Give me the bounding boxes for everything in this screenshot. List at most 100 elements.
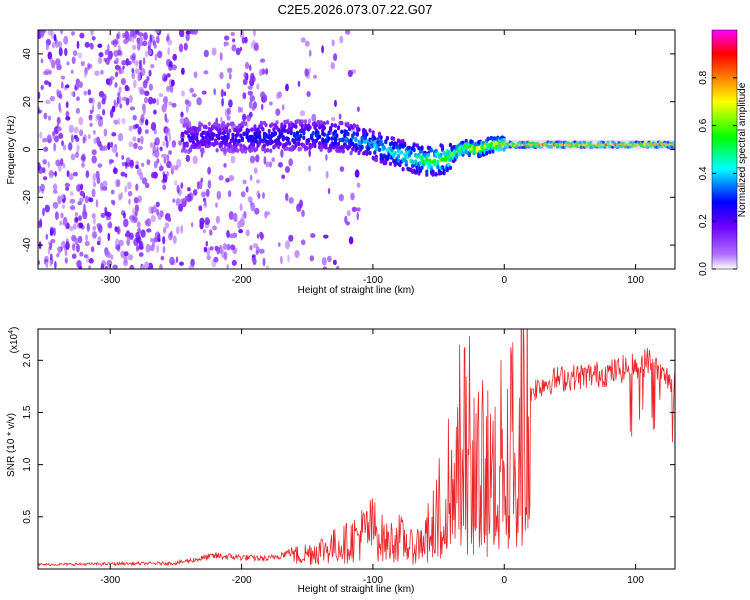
- spectrogram-noise-cell: [93, 181, 96, 188]
- spectrogram-noise-cell: [306, 91, 311, 97]
- spectrogram-noise-cell: [110, 189, 115, 195]
- spectrogram-signal-cell: [475, 146, 479, 151]
- spectrogram-noise-cell: [117, 92, 121, 97]
- spectrogram-noise-cell: [356, 211, 359, 221]
- spectrogram-noise-cell: [55, 58, 61, 66]
- spectrogram-noise-cell: [107, 142, 111, 151]
- spectrogram-noise-cell: [131, 71, 136, 80]
- spectrogram-signal-cell: [382, 146, 386, 151]
- spectrogram-noise-cell: [120, 78, 126, 85]
- spectrogram-signal-cell: [401, 167, 405, 172]
- spectrogram-noise-cell: [215, 215, 221, 224]
- spectrogram-noise-cell: [269, 161, 272, 168]
- spectrogram-noise-cell: [49, 95, 55, 102]
- spectrogram-noise-cell: [77, 235, 83, 244]
- spectrogram-noise-cell: [166, 160, 172, 169]
- spectrogram-x-tick-label: 0: [501, 275, 507, 286]
- spectrogram-noise-cell: [136, 168, 142, 176]
- spectrogram-noise-cell: [117, 133, 124, 142]
- spectrogram-noise-cell: [127, 181, 132, 190]
- spectrogram-noise-cell: [56, 253, 60, 258]
- spectrogram-noise-cell: [178, 30, 185, 37]
- spectrogram-signal-cell: [226, 132, 230, 137]
- spectrogram-noise-cell: [49, 253, 53, 261]
- spectrogram-noise-cell: [192, 189, 198, 196]
- spectrogram-noise-cell: [61, 240, 66, 249]
- spectrogram-noise-cell: [117, 49, 122, 56]
- spectrogram-noise-cell: [113, 99, 117, 106]
- spectrogram-noise-cell: [128, 33, 132, 42]
- spectrogram-noise-cell: [57, 41, 63, 49]
- spectrogram-noise-cell: [76, 260, 82, 268]
- spectrogram-noise-cell: [48, 169, 54, 179]
- snr-x-tick-label: -300: [100, 575, 120, 586]
- spectrogram-noise-cell: [106, 78, 113, 86]
- spectrogram-signal-cell: [270, 139, 274, 145]
- spectrogram-noise-cell: [158, 93, 164, 98]
- spectrogram-signal-cell: [434, 148, 438, 153]
- spectrogram-noise-cell: [168, 150, 173, 155]
- spectrogram-noise-cell: [226, 107, 231, 116]
- spectrogram-noise-cell: [166, 73, 171, 78]
- spectrogram-signal-cell: [255, 139, 259, 144]
- spectrogram-noise-cell: [128, 125, 133, 132]
- spectrogram-noise-cell: [74, 237, 79, 246]
- spectrogram-noise-cell: [239, 218, 245, 228]
- spectrogram-noise-cell: [164, 127, 171, 136]
- spectrogram-signal-cell: [182, 123, 186, 128]
- spectrogram-noise-cell: [55, 39, 59, 48]
- spectrogram-noise-cell: [101, 186, 108, 191]
- spectrogram-noise-cell: [62, 144, 67, 151]
- spectrogram-noise-cell: [135, 59, 139, 68]
- spectrogram-noise-cell: [323, 234, 329, 239]
- spectrogram-noise-cell: [138, 32, 144, 37]
- spectrogram-noise-cell: [50, 227, 55, 234]
- spectrogram-noise-cell: [146, 76, 150, 81]
- spectrogram-noise-cell: [58, 132, 64, 139]
- spectrogram-noise-cell: [43, 112, 48, 120]
- spectrogram-noise-cell: [68, 173, 74, 181]
- spectrogram-signal-cell: [671, 141, 675, 145]
- spectrogram-noise-cell: [163, 157, 167, 164]
- spectrogram-noise-cell: [260, 232, 263, 241]
- spectrogram-noise-cell: [206, 247, 211, 256]
- spectrogram-noise-cell: [96, 223, 101, 228]
- spectrogram-noise-cell: [103, 128, 108, 137]
- spectrogram-noise-cell: [137, 73, 141, 82]
- spectrogram-noise-cell: [301, 209, 305, 217]
- spectrogram-signal-cell: [404, 159, 408, 165]
- spectrogram-noise-cell: [47, 161, 50, 168]
- spectrogram-signal-cell: [329, 147, 333, 152]
- spectrogram-noise-cell: [265, 68, 269, 75]
- spectrogram-noise-cell: [135, 160, 140, 166]
- spectrogram-signal-cell: [325, 120, 330, 125]
- spectrogram-signal-cell: [215, 148, 219, 153]
- spectrogram-noise-cell: [150, 122, 157, 131]
- spectrogram-noise-cell: [91, 149, 97, 156]
- colorbar-tick-label: 0.4: [698, 166, 709, 180]
- spectrogram-noise-cell: [285, 83, 289, 92]
- spectrogram-noise-cell: [85, 170, 90, 179]
- spectrogram-noise-cell: [308, 149, 312, 158]
- spectrogram-noise-cell: [157, 233, 161, 242]
- spectrogram-noise-cell: [203, 202, 208, 209]
- spectrogram-noise-cell: [68, 124, 74, 134]
- spectrogram-signal-cell: [319, 144, 323, 150]
- spectrogram-signal-cell: [390, 148, 394, 153]
- spectrogram-noise-cell: [185, 154, 190, 162]
- spectrogram-noise-cell: [153, 109, 157, 115]
- spectrogram-noise-cell: [111, 146, 117, 153]
- spectrogram-noise-cell: [227, 67, 233, 74]
- spectrogram-noise-cell: [212, 225, 217, 231]
- spectrogram-noise-cell: [176, 226, 180, 235]
- spectrogram-noise-cell: [310, 233, 316, 238]
- spectrogram-noise-cell: [156, 208, 160, 216]
- spectrogram-noise-cell: [232, 38, 236, 43]
- spectrogram-noise-cell: [137, 137, 141, 143]
- spectrogram-noise-cell: [93, 130, 96, 135]
- spectrogram-noise-cell: [207, 166, 212, 175]
- spectrogram-signal-cell: [464, 138, 468, 144]
- spectrogram-noise-cell: [83, 71, 88, 79]
- svg-text:(x104): (x104): [8, 327, 20, 354]
- spectrogram-noise-cell: [70, 134, 74, 143]
